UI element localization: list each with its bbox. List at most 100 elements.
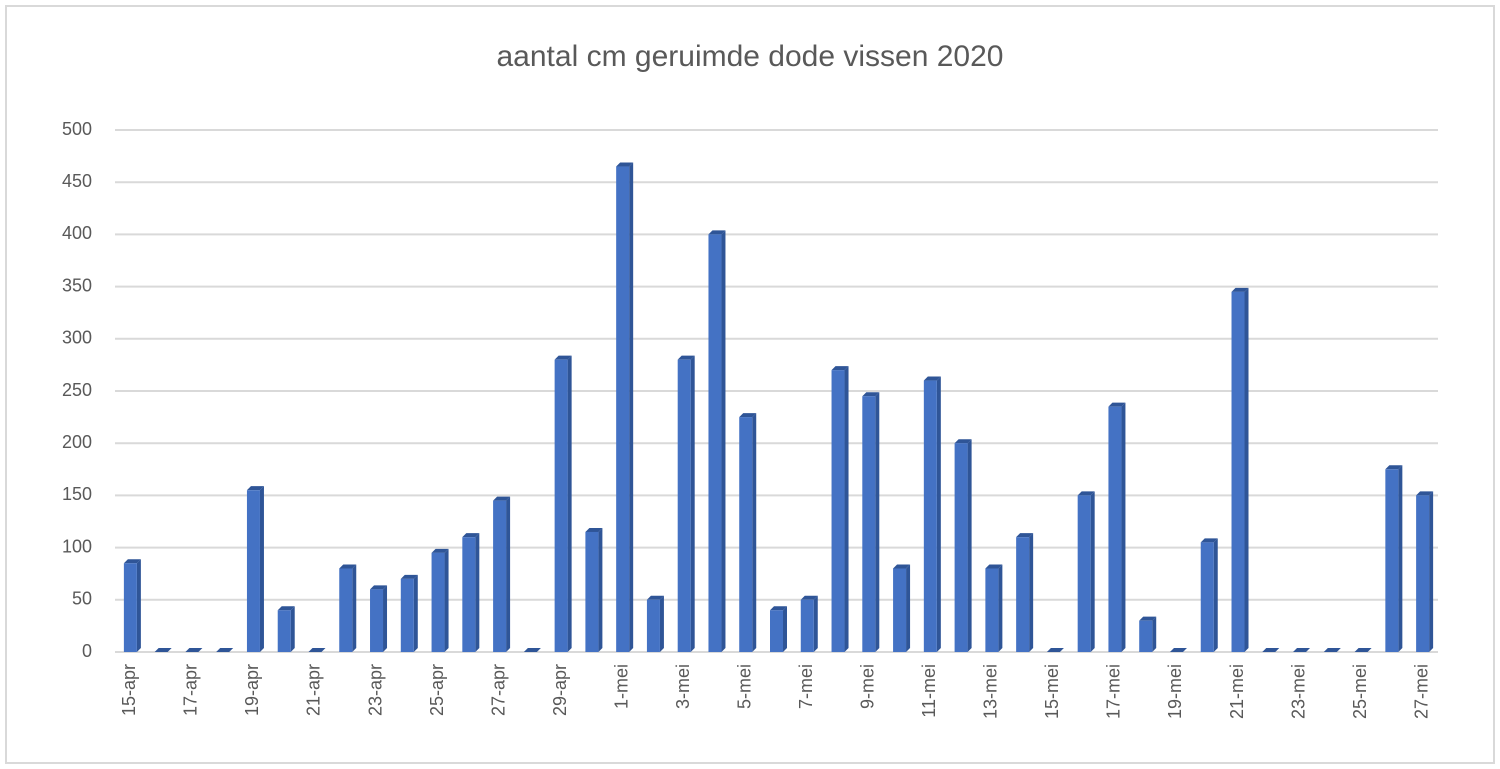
bar-top [246, 486, 264, 491]
bar-top [616, 162, 634, 167]
bar-top [277, 606, 295, 611]
bar-side [413, 574, 418, 652]
bar-top [1016, 533, 1034, 538]
bar-top [493, 496, 511, 501]
x-tick-label: 19-apr [242, 664, 262, 716]
bar [246, 490, 260, 652]
bar [1231, 291, 1245, 652]
bar-top [831, 366, 849, 371]
bar [862, 396, 876, 652]
bar-top [1354, 648, 1372, 652]
bar-top [308, 648, 326, 652]
bar [800, 599, 814, 652]
bar-side [659, 595, 664, 652]
bar-side [690, 355, 695, 652]
bar-side [444, 548, 449, 652]
x-tick-label: 25-apr [427, 664, 447, 716]
bar [123, 563, 137, 652]
bar [493, 500, 507, 652]
chart-title: aantal cm geruimde dode vissen 2020 [497, 40, 1004, 73]
bar-side [1152, 616, 1157, 652]
x-tick-label: 23-apr [365, 664, 385, 716]
bar-top [646, 595, 664, 600]
bar [954, 443, 968, 652]
bar-top [1169, 648, 1187, 652]
bar-side [598, 527, 603, 652]
bar-top [677, 355, 695, 360]
bar-top [523, 648, 541, 652]
bar [339, 568, 353, 652]
bar-side [875, 392, 880, 652]
bar [985, 568, 999, 652]
bar [585, 531, 599, 652]
bar [370, 589, 384, 652]
bar-top [1108, 402, 1126, 407]
bar-top [123, 559, 141, 564]
bar-top [1077, 491, 1095, 496]
bar-top [1262, 648, 1280, 652]
bar-top [431, 548, 449, 553]
bar-top [554, 355, 572, 360]
bar-side [783, 606, 787, 652]
x-tick-label: 15-apr [119, 664, 139, 716]
bar-side [844, 366, 849, 652]
bar-side [936, 376, 941, 652]
bar-side [352, 564, 357, 652]
x-tick-label: 17-mei [1104, 664, 1124, 719]
x-tick-label: 29-apr [550, 664, 570, 716]
x-tick-label: 3-mei [673, 664, 693, 709]
bar-top [1293, 648, 1311, 652]
x-tick-label: 1-mei [611, 664, 631, 709]
y-tick-label: 100 [62, 536, 92, 556]
bar-top [739, 413, 757, 418]
bar-top [985, 564, 1003, 569]
bar-top [370, 585, 388, 590]
bar-side [1121, 402, 1126, 652]
bar-top [954, 439, 972, 444]
bar [400, 578, 414, 652]
bar [893, 568, 907, 652]
bar [277, 610, 291, 652]
x-tick-label: 13-mei [981, 664, 1001, 719]
bar [616, 166, 630, 653]
bar [554, 359, 568, 652]
x-tick-label: 7-mei [796, 664, 816, 709]
bar-top [893, 564, 911, 569]
bar [431, 552, 445, 652]
y-tick-label: 300 [62, 328, 92, 348]
bar [770, 610, 783, 652]
bar-side [1090, 491, 1095, 652]
bar-top [154, 648, 172, 652]
bar [739, 417, 753, 652]
bar-side [259, 486, 264, 652]
bar-top [216, 648, 234, 652]
bar-side [136, 559, 141, 652]
bar-top [800, 595, 818, 600]
bar-side [1213, 538, 1218, 652]
bar-top [1416, 491, 1434, 496]
y-tick-label: 200 [62, 432, 92, 452]
bar-side [1429, 491, 1434, 652]
bar [923, 380, 937, 652]
bar-side [506, 496, 511, 652]
bar-top [339, 564, 357, 569]
y-tick-label: 350 [62, 275, 92, 295]
bar-top [708, 230, 726, 235]
bar-side [813, 595, 818, 652]
bar-side [1029, 533, 1034, 652]
bar-side [290, 606, 295, 652]
x-tick-label: 5-mei [734, 664, 754, 709]
bar-top [1139, 616, 1157, 621]
bar-side [629, 162, 634, 653]
bar-side [967, 439, 972, 652]
bar [1139, 620, 1153, 652]
bar [1200, 542, 1214, 652]
y-tick-label: 400 [62, 223, 92, 243]
bar-top [1200, 538, 1218, 543]
x-tick-label: 21-apr [304, 664, 324, 716]
bar [677, 359, 691, 652]
bar [1016, 537, 1030, 652]
bar-top [1323, 648, 1341, 652]
y-tick-label: 50 [72, 589, 92, 609]
